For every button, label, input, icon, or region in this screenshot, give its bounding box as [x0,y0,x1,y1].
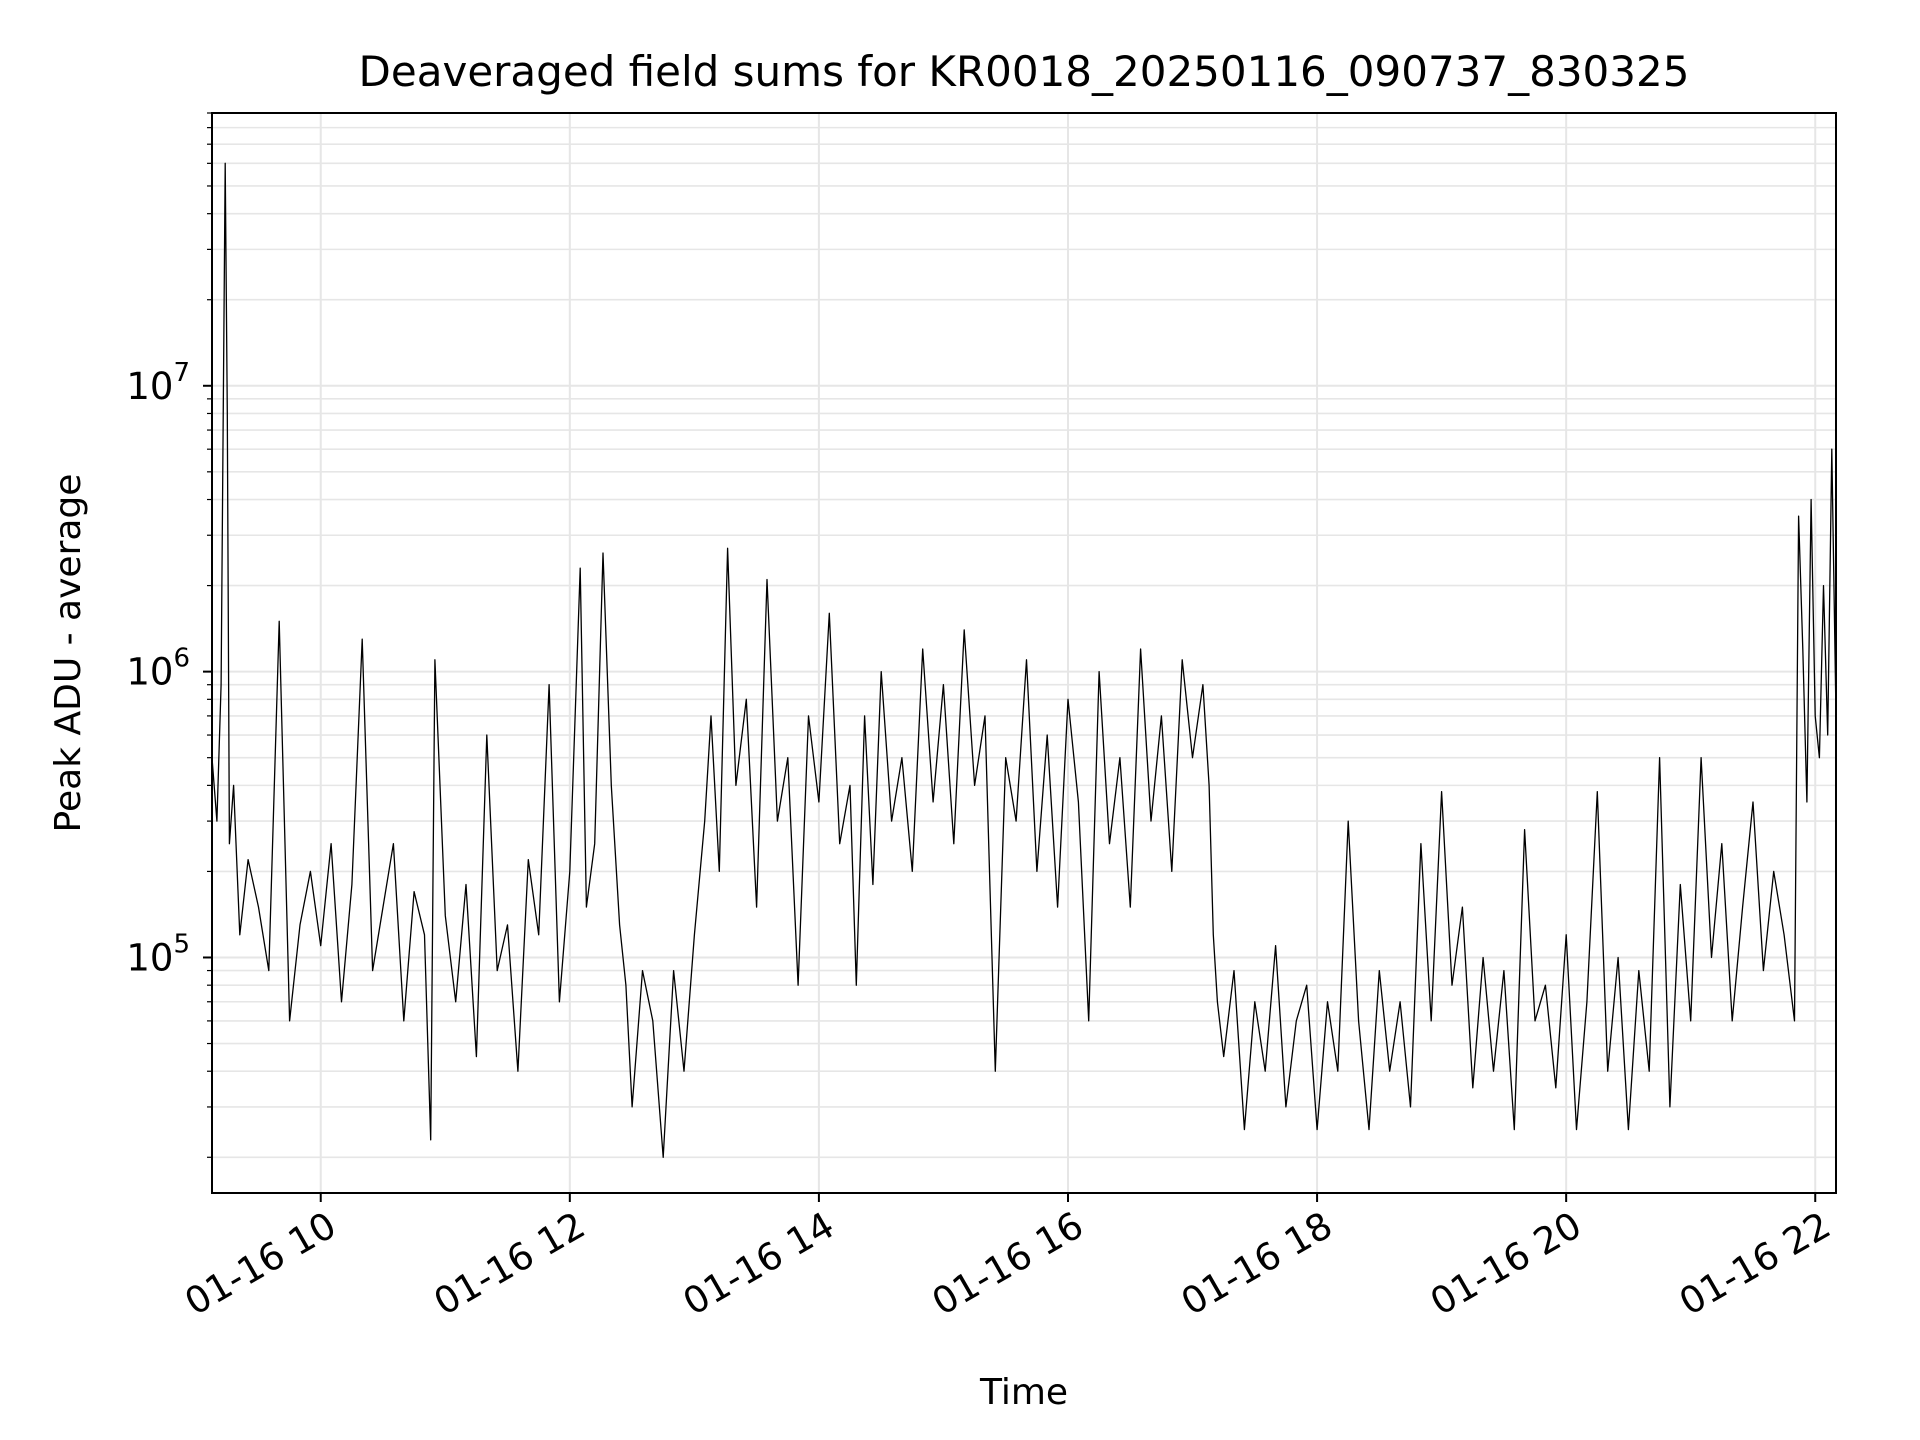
y-tick-base: 10 [126,365,173,408]
plot-frame [211,112,1837,1194]
y-tick-label: 105 [126,929,190,979]
plot-area [212,162,1836,1158]
y-tick-label: 107 [126,358,190,408]
x-axis-title: Time [979,1372,1068,1413]
chart-title: Deaveraged field sums for KR0018_2025011… [359,47,1690,96]
y-tick-exponent: 6 [173,644,190,674]
y-tick-base: 10 [126,651,173,694]
y-tick-base: 10 [126,936,173,979]
y-axis-title: Peak ADU - average [48,474,89,833]
y-tick-exponent: 7 [173,358,190,388]
series-line [212,162,1836,1158]
y-tick-label: 106 [126,644,190,694]
y-tick-exponent: 5 [173,929,190,959]
